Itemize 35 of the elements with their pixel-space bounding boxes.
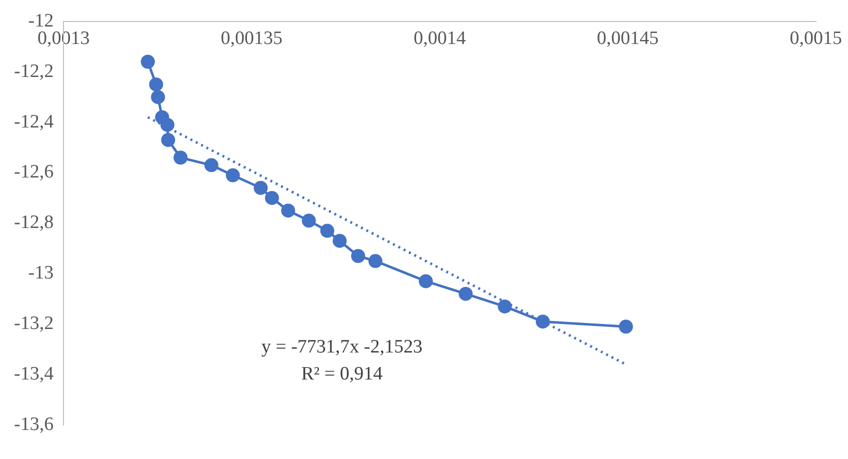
point (498, 299, 512, 314)
x-tick-label: 0,0014 (414, 28, 466, 49)
y-tick-label: -13,4 (14, 364, 54, 385)
point (149, 77, 164, 92)
y-tick-label: -12,4 (14, 111, 54, 132)
y-tick-label: -12,6 (14, 162, 54, 183)
y-tick-label: -13,2 (14, 313, 54, 334)
y-tick-label: -13 (28, 262, 54, 284)
point (418, 274, 433, 288)
annotation: y = -7731,7x -2,1523 (261, 336, 422, 358)
point (254, 180, 268, 195)
point (368, 254, 382, 268)
point (226, 168, 240, 182)
point (140, 54, 155, 69)
x-tick-label: 0,00145 (596, 28, 659, 49)
point (536, 314, 550, 329)
point (150, 90, 165, 104)
point (161, 132, 176, 147)
point (351, 248, 366, 263)
point (618, 320, 633, 334)
point (160, 118, 174, 132)
point (174, 150, 188, 165)
point (281, 204, 296, 218)
point (332, 234, 347, 248)
point (264, 190, 279, 205)
annotation: R² = 0,914 (301, 363, 384, 384)
point (302, 214, 316, 228)
y-tick-label: -12,2 (14, 60, 54, 82)
point (320, 224, 334, 238)
point (204, 158, 218, 172)
x-tick-label: 0,0015 (790, 28, 842, 49)
y-tick-label: -12,8 (14, 212, 54, 234)
point (458, 286, 473, 301)
y-tick-label: -13,6 (14, 414, 54, 435)
x-tick-label: 0,00135 (220, 28, 283, 49)
